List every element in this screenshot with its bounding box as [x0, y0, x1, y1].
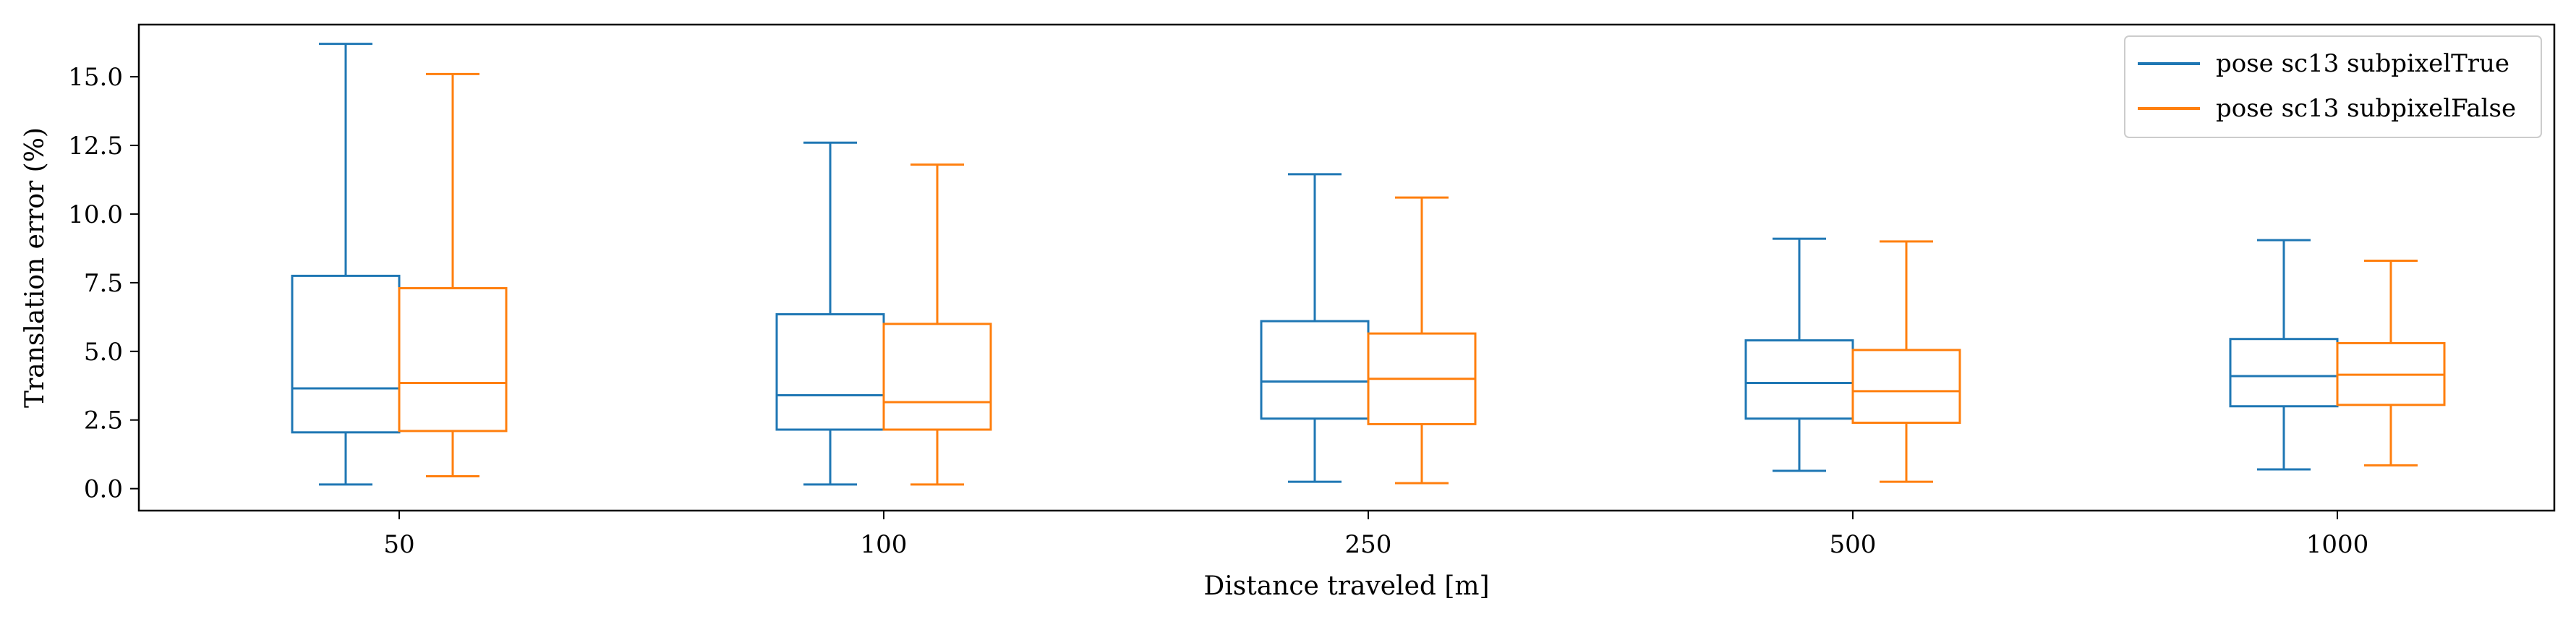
plot-frame: [137, 23, 2556, 512]
iqr-box: [882, 323, 992, 431]
legend-label-subpixel-true: pose sc13 subpixelTrue: [2216, 49, 2509, 78]
x-tick-label: 50: [383, 530, 414, 559]
iqr-box: [1851, 349, 1961, 425]
iqr-box: [1260, 320, 1370, 420]
x-tick-label: 1000: [2306, 530, 2369, 559]
legend-frame: [2124, 35, 2542, 138]
box-500-series-0: [1744, 237, 1854, 472]
legend-label-subpixel-false: pose sc13 subpixelFalse: [2216, 94, 2516, 123]
y-tick-label: 7.5: [84, 269, 123, 298]
iqr-box: [775, 313, 885, 431]
x-axis: 50 100 250 500 1000: [383, 511, 2368, 559]
y-tick-label: 5.0: [84, 338, 123, 367]
iqr-box: [291, 274, 401, 434]
box-250-series-1: [1367, 196, 1477, 485]
box-1000-series-0: [2229, 239, 2339, 471]
y-tick-label: 0.0: [84, 475, 123, 504]
iqr-box: [398, 286, 508, 433]
y-axis: 0.0 2.5 5.0 7.5 10.0 12.5 15.0: [68, 63, 139, 504]
x-tick-label: 500: [1830, 530, 1877, 559]
x-tick-label: 100: [861, 530, 908, 559]
box-100-series-0: [775, 141, 885, 486]
y-tick-label: 12.5: [68, 132, 123, 161]
box-500-series-1: [1851, 240, 1961, 483]
y-axis-label: Translation error (%): [20, 127, 50, 408]
box-50-series-1: [398, 72, 508, 478]
y-tick-label: 15.0: [68, 63, 123, 92]
legend: pose sc13 subpixelTrue pose sc13 subpixe…: [2124, 35, 2542, 138]
y-tick-label: 2.5: [84, 406, 123, 435]
iqr-box: [2229, 338, 2339, 408]
box-250-series-0: [1260, 173, 1370, 483]
iqr-box: [1744, 339, 1854, 420]
y-tick-label: 10.0: [68, 200, 123, 229]
x-axis-label: Distance traveled [m]: [1203, 571, 1489, 601]
box-1000-series-1: [2336, 260, 2446, 466]
box-100-series-1: [882, 163, 992, 486]
box-50-series-0: [291, 43, 401, 486]
boxes-layer: [291, 43, 2446, 486]
x-tick-label: 250: [1345, 530, 1392, 559]
